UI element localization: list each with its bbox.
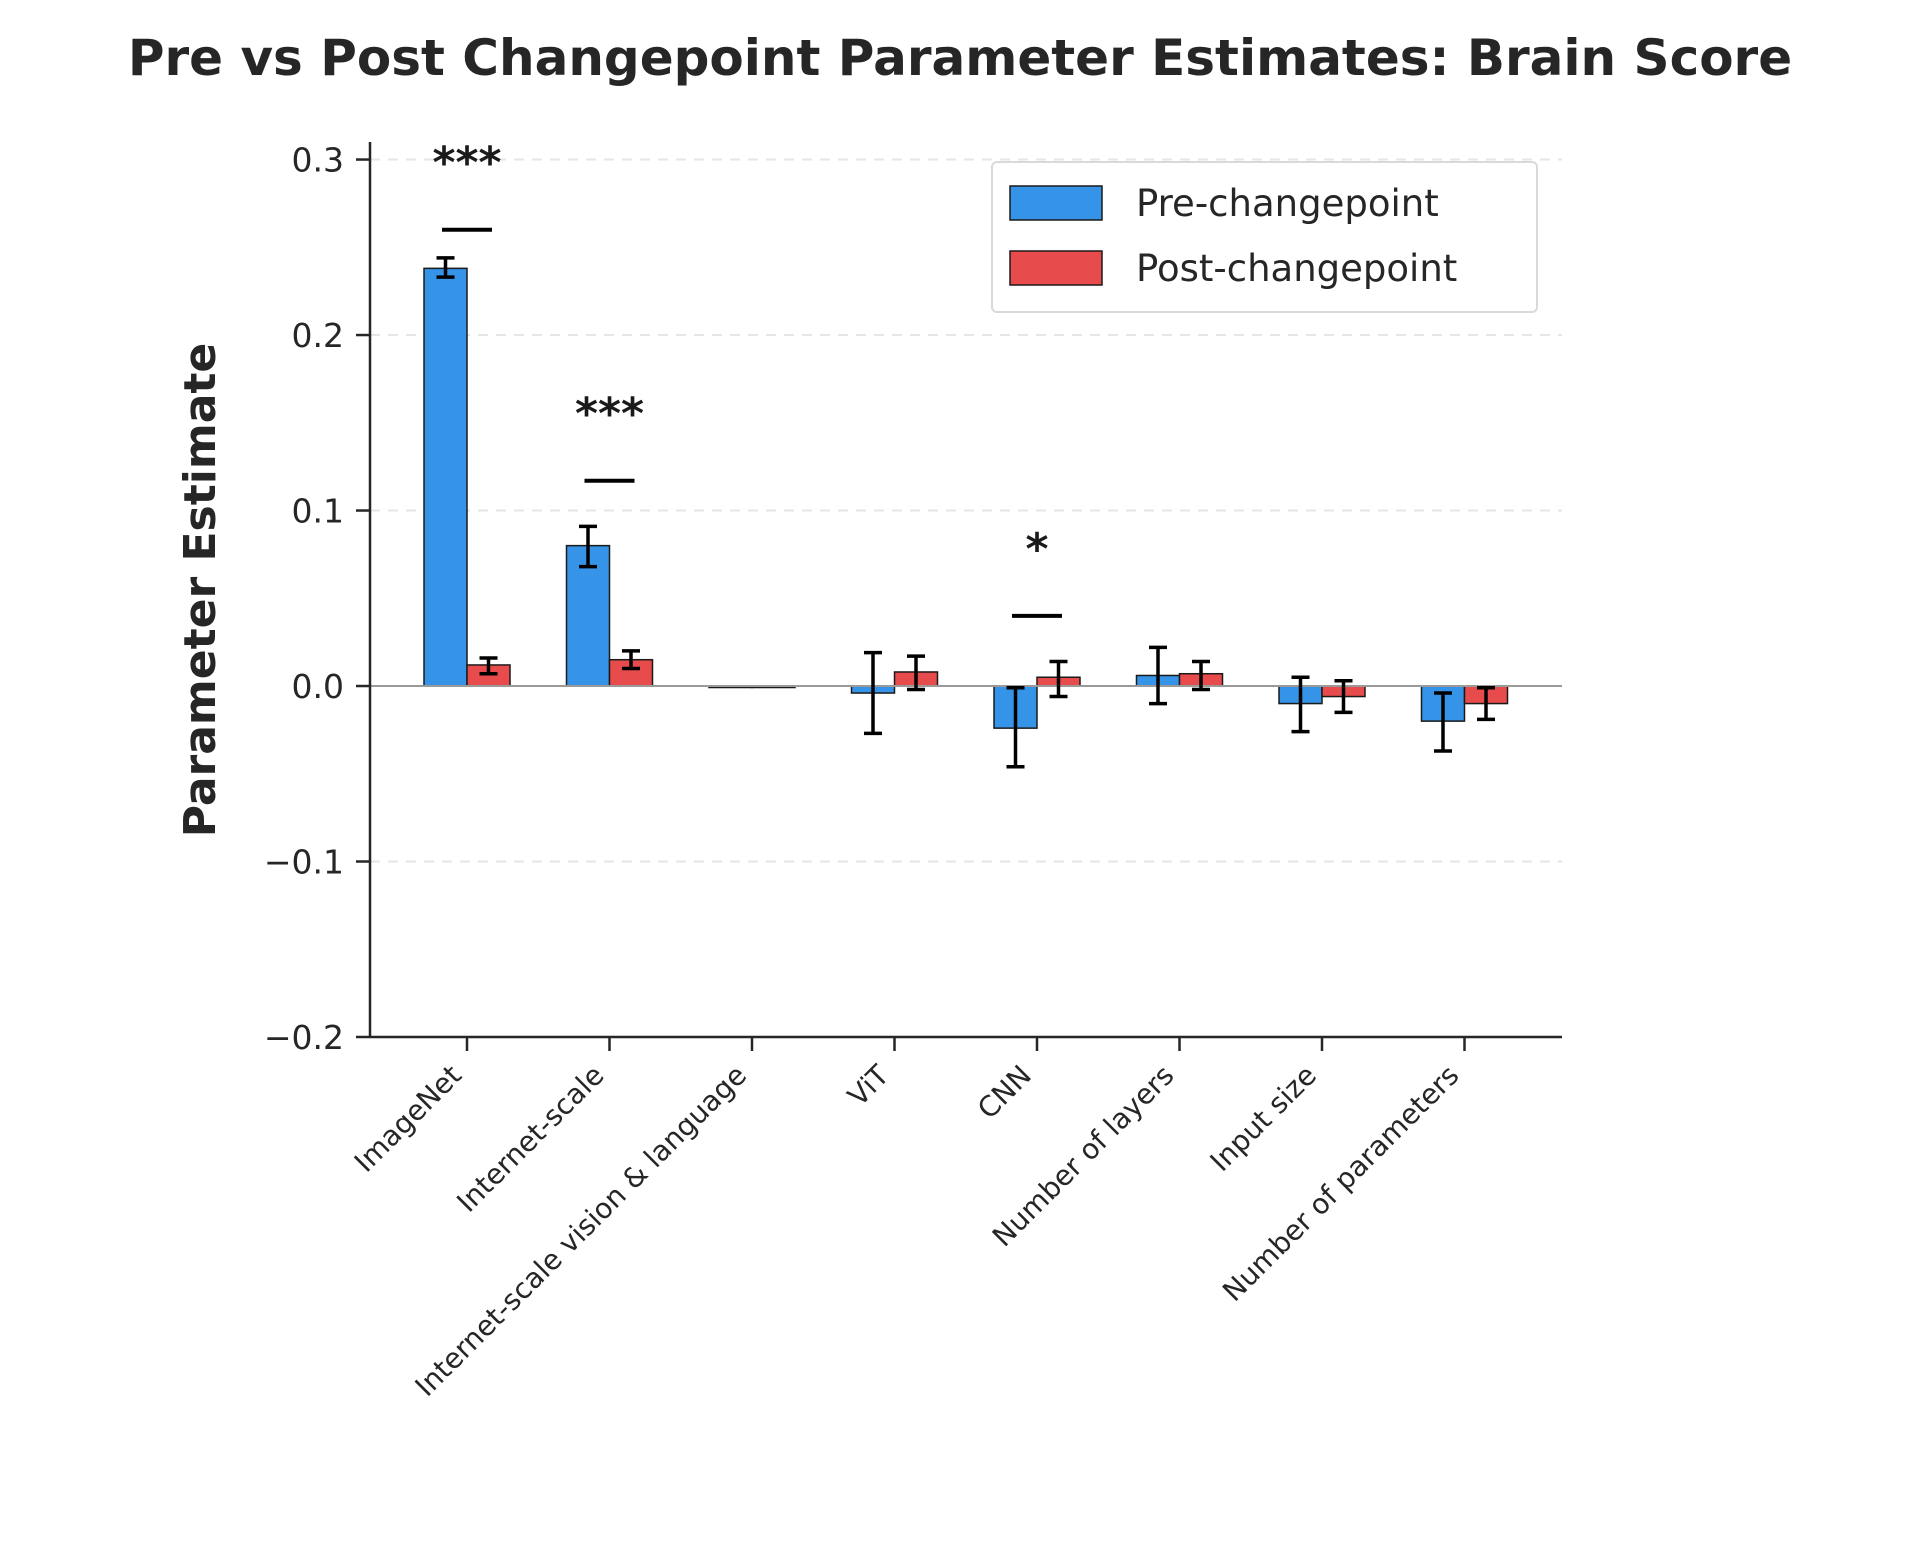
y-tick-label: 0.3 xyxy=(292,141,344,180)
x-tick-label: Number of parameters xyxy=(1216,1059,1465,1308)
legend-box xyxy=(991,161,1538,313)
x-tick-label: ViT xyxy=(841,1058,896,1113)
y-tick-label: −0.2 xyxy=(264,1018,344,1057)
significance-stars: * xyxy=(1025,524,1048,575)
y-tick-label: 0.1 xyxy=(292,492,344,531)
legend-label: Post-changepoint xyxy=(1136,247,1457,290)
significance-layer: ******* xyxy=(432,138,1062,618)
legend-label: Pre-changepoint xyxy=(1136,182,1439,225)
y-tick-label: 0.2 xyxy=(292,316,344,355)
error-bars-layer xyxy=(436,256,1495,769)
x-tick-label: Input size xyxy=(1204,1059,1323,1178)
legend-swatch xyxy=(1009,185,1103,221)
y-tick-label: −0.1 xyxy=(264,843,344,882)
significance-stars: *** xyxy=(432,138,501,189)
y-ticks-layer: −0.2 −0.1 0.0 0.1 0.2 0.3 xyxy=(264,141,370,1057)
y-tick-label: 0.0 xyxy=(292,667,344,706)
legend-swatch xyxy=(1009,250,1103,286)
bar xyxy=(565,544,611,687)
significance-stars: *** xyxy=(575,389,644,440)
chart-title: Pre vs Post Changepoint Parameter Estima… xyxy=(128,29,1792,87)
y-axis-label: Parameter Estimate xyxy=(175,343,226,838)
x-tick-label: CNN xyxy=(971,1059,1038,1126)
legend: Pre-changepoint Post-changepoint xyxy=(991,161,1538,313)
axes-layer xyxy=(368,142,1562,1039)
x-tick-label: Internet-scale xyxy=(450,1059,610,1219)
bars-layer xyxy=(423,267,1509,729)
bar xyxy=(423,267,468,687)
x-tick-label: ImageNet xyxy=(348,1059,468,1179)
